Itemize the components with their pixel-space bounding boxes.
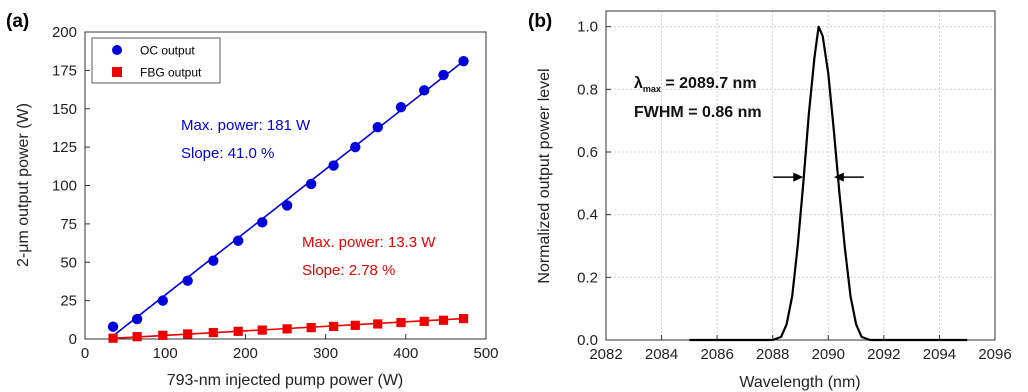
oc-point-2 <box>157 295 168 306</box>
panel-a-y-tick-label-0: 0 <box>69 331 77 348</box>
oc-point-7 <box>281 200 293 211</box>
panel-b-label: (b) <box>528 11 552 32</box>
panel-a-x-tick-label-2: 200 <box>233 345 258 362</box>
legend-fbg-marker <box>112 67 122 77</box>
fbg-point-12 <box>396 317 406 328</box>
fbg-point-8 <box>306 323 316 333</box>
oc-point-4 <box>208 255 219 266</box>
fwhm-annotation: FWHM = 0.86 nm <box>634 104 762 121</box>
panel-b-x-axis-label: Wavelength (nm) <box>739 374 860 391</box>
panel-a-x-axis-label: 793-nm injected pump power (W) <box>167 372 404 389</box>
lambda-symbol: λ <box>634 75 643 92</box>
panel-a-y-tick-label-2: 50 <box>60 254 77 271</box>
panel-a-y-tick-label-6: 150 <box>52 101 77 118</box>
oc-point-6 <box>257 217 268 228</box>
lambda-max-annotation: λmax = 2089.7 nm <box>634 75 757 94</box>
oc-point-15 <box>458 55 469 67</box>
panel-a-y-tick-label-3: 75 <box>60 216 77 233</box>
oc-point-0 <box>107 321 119 332</box>
oc-point-12 <box>395 102 407 113</box>
panel-b-y-tick-label-1: 0.2 <box>577 269 598 286</box>
panel-a-y-axis-label: 2-μm output power (W) <box>15 103 32 267</box>
fbg-point-0 <box>108 333 118 343</box>
oc-point-14 <box>438 69 449 81</box>
oc-point-9 <box>328 160 339 171</box>
panel-b-y-tick-label-0: 0.0 <box>577 332 598 349</box>
panel-b-y-tick-label-5: 1.0 <box>577 19 598 36</box>
panel-a-legend: OC output FBG output <box>91 37 221 84</box>
fbg-point-1 <box>132 332 142 342</box>
panel-a-label: (a) <box>6 11 29 32</box>
fbg-point-9 <box>329 321 339 332</box>
oc-slope-annotation: Slope: 41.0 % <box>181 145 274 162</box>
panel-a-x-tick-label-4: 400 <box>393 345 418 362</box>
lambda-value: = 2089.7 nm <box>661 75 757 92</box>
panel-a-x-tick-label-1: 100 <box>153 345 178 362</box>
panel-a-y-tick-label-5: 125 <box>52 139 77 156</box>
panel-b-x-tick-label-3: 2088 <box>756 346 789 363</box>
fbg-point-15 <box>458 313 469 324</box>
panel-b-y-tick-label-3: 0.6 <box>577 144 598 161</box>
oc-point-13 <box>419 85 430 96</box>
panel-b-x-tick-label-1: 2084 <box>645 346 678 363</box>
fbg-point-10 <box>350 320 360 330</box>
fbg-point-11 <box>373 319 383 329</box>
oc-point-5 <box>232 235 244 246</box>
legend-fbg-label: FBG output <box>140 66 202 80</box>
fbg-point-6 <box>257 325 267 335</box>
legend-oc-label: OC output <box>140 44 195 58</box>
panel-a-x-tick-label-5: 500 <box>473 345 498 362</box>
spectrum-line-0 <box>689 25 968 342</box>
panel-a-y-tick-label-7: 175 <box>52 62 77 79</box>
fbg-slope-annotation: Slope: 2.78 % <box>302 262 395 279</box>
panel-b-y-tick-label-2: 0.4 <box>577 207 598 224</box>
panel-b-y-axis-label: Normalized output power level <box>536 68 553 283</box>
panel-a-x-tick-label-0: 0 <box>81 345 89 362</box>
panel-a-y-tick-label-1: 25 <box>60 293 77 310</box>
fbg-point-13 <box>419 316 429 326</box>
fbg-point-7 <box>282 324 292 334</box>
panel-a-y-tick-label-8: 200 <box>52 24 77 41</box>
panel-b-x-tick-label-7: 2096 <box>978 346 1011 363</box>
legend-oc-marker <box>112 45 122 55</box>
panel-b-x-tick-label-0: 2082 <box>589 346 622 363</box>
oc-point-3 <box>182 275 193 286</box>
fbg-point-4 <box>208 327 218 338</box>
panel-a-y-tick-label-4: 100 <box>52 178 77 195</box>
panel-b-x-tick-label-5: 2092 <box>867 346 900 363</box>
fwhm-left-arrow-head <box>793 172 804 182</box>
panel-a-x-tick-label-3: 300 <box>313 345 338 362</box>
oc-point-11 <box>372 121 383 133</box>
panel-b-x-tick-label-6: 2094 <box>923 346 956 363</box>
fwhm-right-arrow-head <box>833 172 844 182</box>
fbg-point-2 <box>158 330 168 340</box>
oc-point-1 <box>131 313 143 325</box>
oc-point-10 <box>350 141 361 153</box>
lambda-subscript: max <box>643 84 661 94</box>
oc-max-power-annotation: Max. power: 181 W <box>181 117 311 134</box>
fbg-max-power-annotation: Max. power: 13.3 W <box>302 234 436 251</box>
fbg-point-14 <box>438 315 449 325</box>
panel-b-y-tick-label-4: 0.8 <box>577 81 598 98</box>
oc-point-8 <box>305 178 317 190</box>
fbg-point-5 <box>233 326 243 336</box>
panel-b-plot-frame <box>605 10 996 341</box>
panel-b-x-tick-label-2: 2086 <box>700 346 733 363</box>
fbg-point-3 <box>183 329 193 339</box>
panel-b-x-tick-label-4: 2090 <box>812 346 845 363</box>
